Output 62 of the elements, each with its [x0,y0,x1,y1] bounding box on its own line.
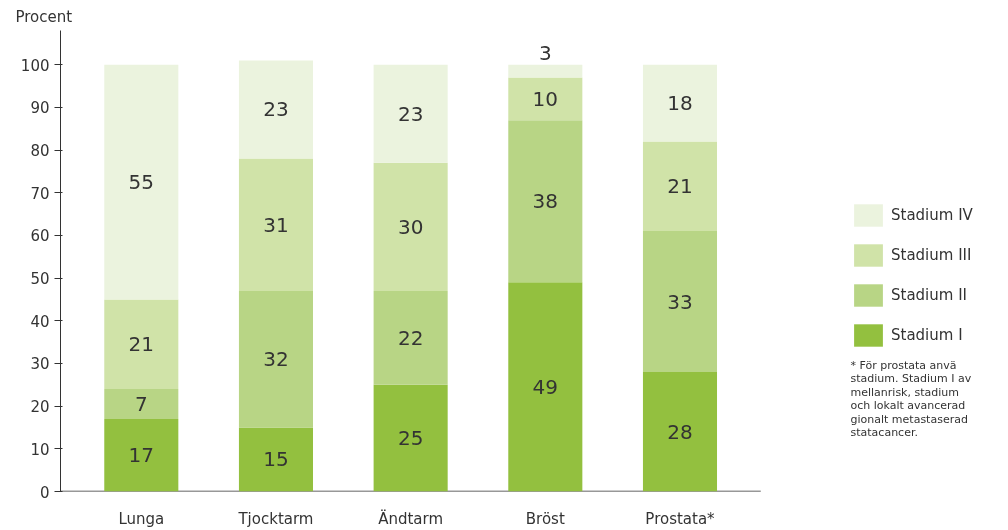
data-label: 23 [263,97,289,122]
y-tick-label: 10 [30,440,50,459]
bar [642,64,718,142]
data-label: 38 [532,189,559,214]
data-label: 21 [128,332,155,357]
text: * För prostata anvä stadium. Stadium I av mellanrisk, stadium och lokalt avancerad gionalt metastaserad statacancer. [850,358,972,439]
data-label: 17 [128,443,155,468]
bar [238,158,314,291]
y-tick-label: 20 [30,398,50,417]
x-tick-label: Prostata* [645,509,716,528]
data-label: 28 [667,419,693,444]
y-tick-label: 70 [30,184,50,203]
legend-label: Stadium I [891,326,963,344]
bar [238,290,314,428]
y-tick-label: 90 [30,99,50,118]
y-axis-title: Procent [15,7,73,26]
y-tick-label: 80 [30,142,50,161]
data-label: 23 [397,101,424,126]
bar [238,427,314,492]
data-label: 25 [397,426,424,451]
data-label: 33 [667,289,693,314]
data-label: 32 [263,347,289,372]
data-label: 15 [263,447,289,472]
data-label: 10 [532,86,559,111]
legend-label: Stadium III [891,246,972,264]
x-tick-label: Lunga [118,509,165,528]
y-tick-label: 30 [30,355,50,374]
bar [373,384,448,492]
bar [373,162,448,291]
y-tick-label: 100 [20,56,50,75]
bar [508,64,583,78]
data-label: 22 [397,325,424,350]
bar [642,231,718,372]
data-label: 31 [263,212,289,237]
bar [508,77,583,121]
bar [104,418,179,492]
legend-label: Stadium II [891,286,968,304]
bar [642,371,718,492]
bar [238,60,314,159]
bar [104,299,179,390]
bar [373,64,448,163]
y-tick-label: 50 [30,270,50,289]
y-tick-label: 40 [30,312,50,331]
bar [104,64,179,300]
bar [508,282,583,492]
data-label: 21 [667,174,693,199]
data-label: 55 [128,170,155,195]
x-tick-label: Bröst [525,509,565,528]
bar [373,290,448,385]
data-label: 7 [134,392,148,416]
x-tick-label: Ändtarm [378,508,444,528]
bar [508,120,583,283]
x-tick-label: Tjocktarm [237,509,314,528]
bar [104,389,179,419]
data-label: 49 [532,374,559,399]
data-label: 3 [538,41,552,66]
bar [642,141,718,232]
data-label: 30 [397,214,424,239]
y-tick-label: 60 [30,227,50,246]
legend-label: Stadium IV [891,206,973,224]
data-label: 18 [667,91,693,116]
y-tick-label: 0 [39,483,50,502]
